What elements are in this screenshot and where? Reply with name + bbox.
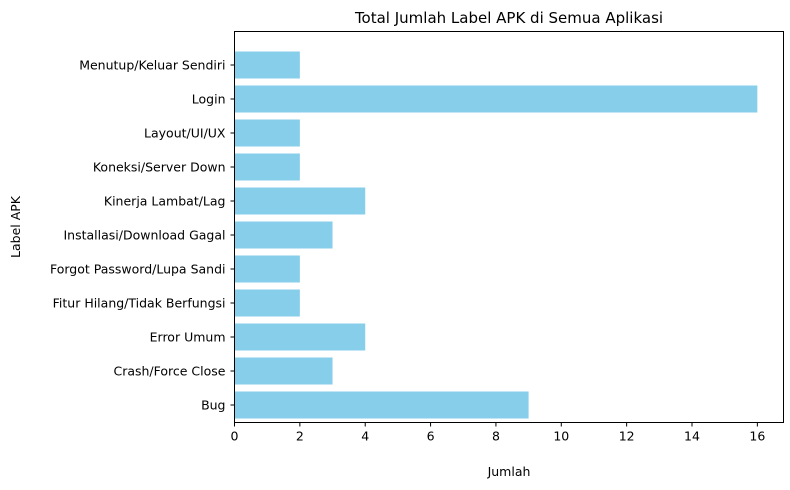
x-axis-ticks: 0 2 4 6 8 10 12 14 16 bbox=[231, 422, 765, 444]
x-tick-label: 4 bbox=[361, 429, 369, 444]
y-tick-label: Crash/Force Close bbox=[113, 364, 225, 379]
x-axis-label: Jumlah bbox=[487, 464, 531, 479]
bar-koneksi-server-down bbox=[234, 153, 300, 181]
bar-crash-force-close bbox=[234, 357, 333, 385]
x-tick-label: 0 bbox=[231, 429, 239, 444]
y-tick-label: Koneksi/Server Down bbox=[93, 160, 226, 175]
x-tick-label: 2 bbox=[296, 429, 304, 444]
bar-group bbox=[234, 51, 758, 419]
y-tick-label: Forgot Password/Lupa Sandi bbox=[50, 262, 226, 277]
y-tick-label: Installasi/Download Gagal bbox=[63, 228, 225, 243]
y-tick-label: Kinerja Lambat/Lag bbox=[104, 194, 226, 209]
bar-fitur-hilang-tidak-berfungsi bbox=[234, 289, 300, 317]
y-tick-label: Login bbox=[192, 92, 226, 107]
bar-kinerja-lambat-lag bbox=[234, 187, 366, 215]
plot-area-frame bbox=[234, 31, 784, 423]
x-tick-label: 14 bbox=[684, 429, 700, 444]
bar-layout-ui-ux bbox=[234, 119, 300, 147]
bar-error-umum bbox=[234, 323, 366, 351]
bar-forgot-password-lupa-sandi bbox=[234, 255, 300, 283]
bar-bug bbox=[234, 391, 529, 419]
y-tick-label: Error Umum bbox=[150, 330, 226, 345]
chart-title: Total Jumlah Label APK di Semua Aplikasi bbox=[354, 9, 663, 27]
y-axis-ticks: Bug Crash/Force Close Error Umum Fitur Hila… bbox=[50, 58, 235, 413]
x-tick-label: 6 bbox=[427, 429, 435, 444]
x-tick-label: 8 bbox=[492, 429, 500, 444]
bar-installasi-download-gagal bbox=[234, 221, 333, 249]
y-tick-label: Bug bbox=[201, 398, 225, 413]
x-tick-label: 12 bbox=[619, 429, 635, 444]
bar-login bbox=[234, 85, 758, 113]
y-tick-label: Menutup/Keluar Sendiri bbox=[79, 58, 225, 73]
x-tick-label: 16 bbox=[749, 429, 765, 444]
y-tick-label: Fitur Hilang/Tidak Berfungsi bbox=[53, 296, 226, 311]
y-axis-label: Label APK bbox=[8, 195, 23, 258]
x-tick-label: 10 bbox=[553, 429, 569, 444]
y-tick-label: Layout/UI/UX bbox=[144, 126, 226, 141]
bar-menutup-keluar-sendiri bbox=[234, 51, 300, 79]
